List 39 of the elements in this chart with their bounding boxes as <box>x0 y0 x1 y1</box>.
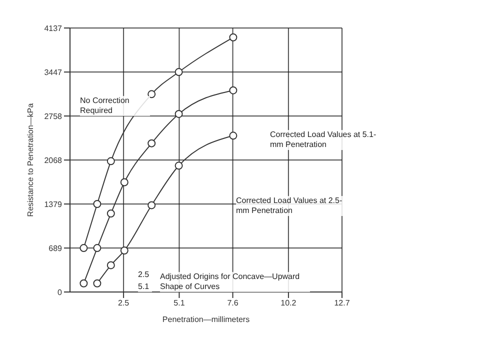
point <box>80 244 88 252</box>
point <box>120 246 128 255</box>
point <box>80 279 88 288</box>
x-tick-label: 2.5 <box>118 298 130 308</box>
point <box>229 132 238 140</box>
x-tick-label: 12.7 <box>334 298 350 308</box>
point <box>148 90 156 98</box>
annotation: Corrected Load Values at 2.5-mm Penetration <box>236 196 346 216</box>
annotation: 2.5 <box>138 270 152 280</box>
point <box>174 110 183 118</box>
point <box>106 261 115 270</box>
x-tick-label: 7.6 <box>227 298 239 308</box>
point <box>120 178 128 186</box>
y-tick-label: 689 <box>48 244 63 253</box>
y-axis-title: Resistance to Penetration—kPa <box>26 102 35 217</box>
annotation: No Correction Required <box>80 96 150 116</box>
point <box>148 139 156 148</box>
y-tick-label: 2068 <box>44 156 63 165</box>
annotation: 5.1 <box>138 282 152 292</box>
point <box>93 279 102 288</box>
point <box>93 200 102 208</box>
annotation: Adjusted Origins for Concave—Upward Shape of Curves <box>160 272 310 292</box>
y-tick-label: 1379 <box>44 200 63 209</box>
x-tick-label: 5.1 <box>174 298 186 308</box>
y-tick-label: 2758 <box>44 112 63 121</box>
x-tick-label: 10.2 <box>280 298 297 308</box>
point <box>106 210 115 218</box>
point <box>93 244 102 252</box>
point <box>229 86 238 94</box>
y-tick-label: 3447 <box>44 68 63 77</box>
y-tick-label: 0 <box>58 288 63 297</box>
y-tick-label: 4137 <box>44 24 63 33</box>
point <box>229 33 238 42</box>
annotation: Corrected Load Values at 5.1-mm Penetration <box>270 130 380 150</box>
x-axis-title: Penetration—millimeters <box>162 315 250 324</box>
point <box>106 157 115 166</box>
point <box>174 162 183 170</box>
point <box>148 201 156 210</box>
point <box>174 68 183 76</box>
